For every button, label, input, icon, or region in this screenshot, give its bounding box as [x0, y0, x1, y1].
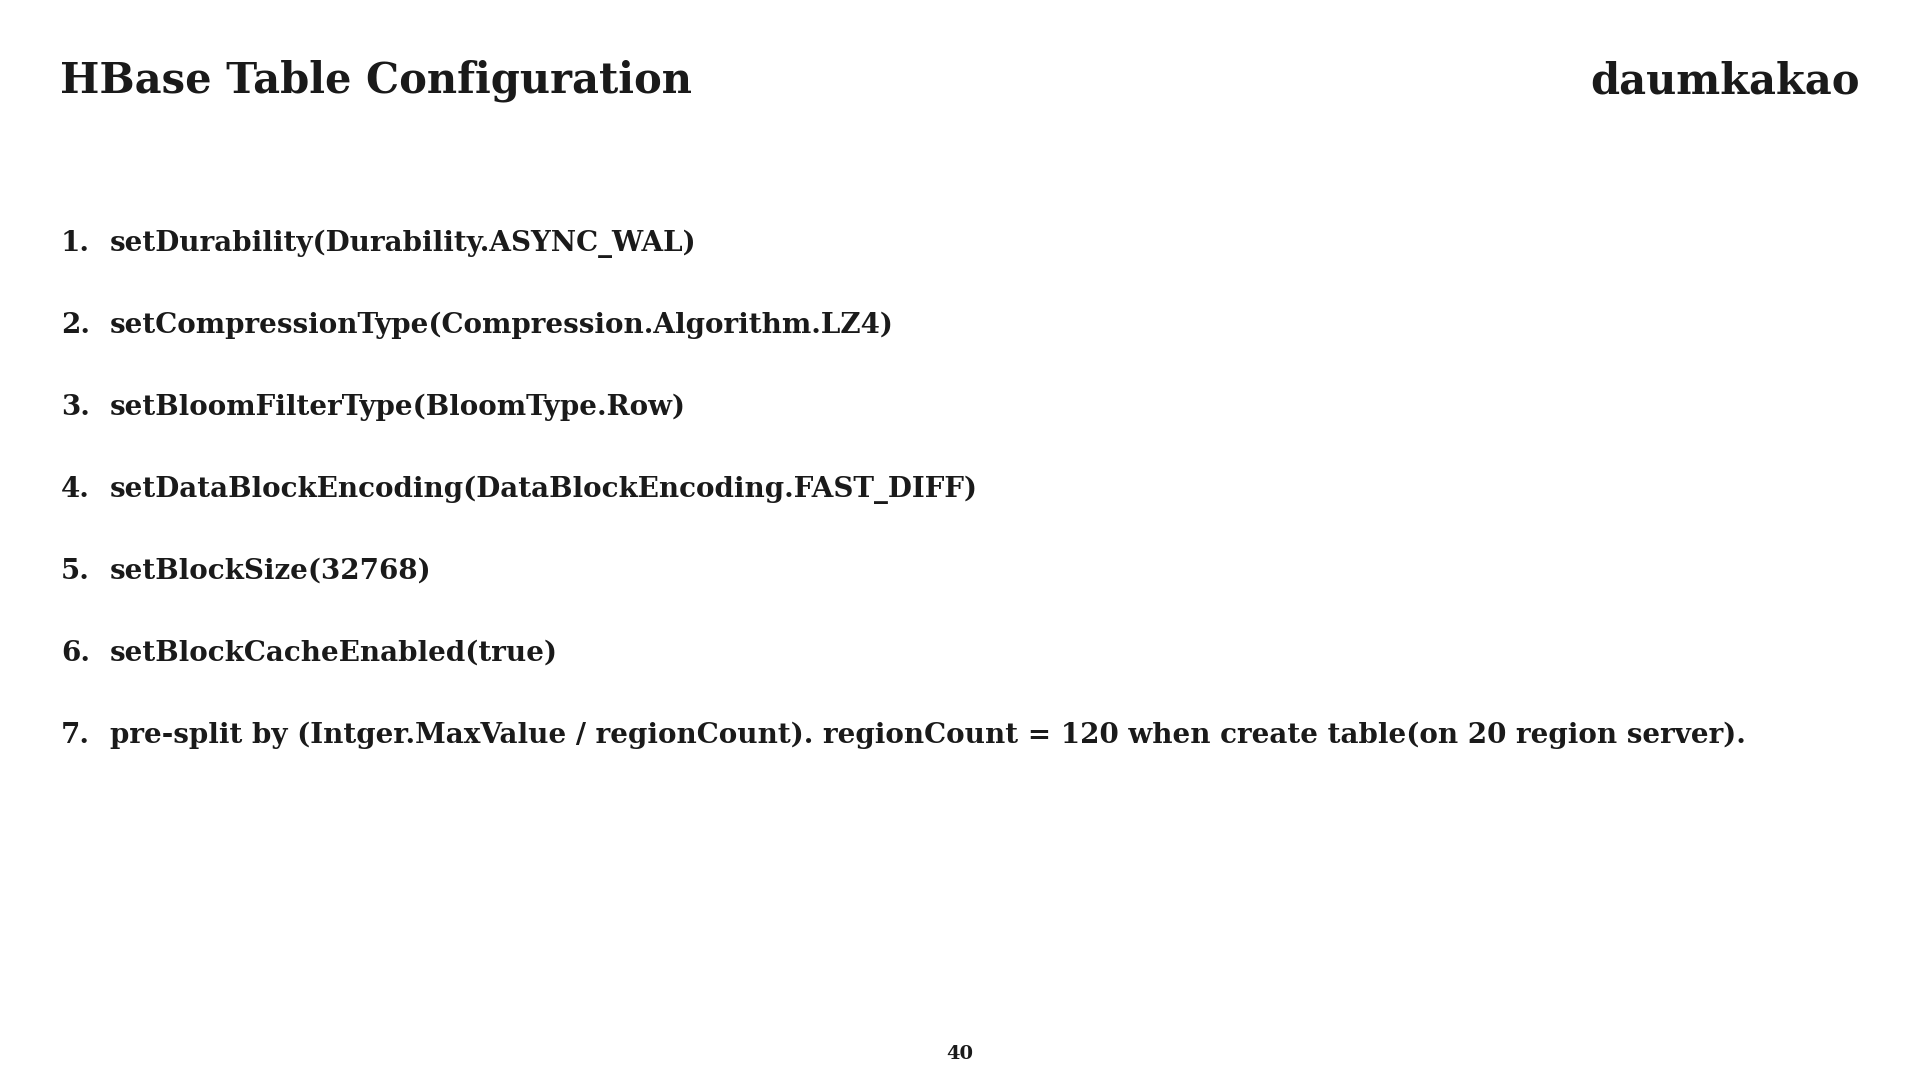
Text: daumkakao: daumkakao — [1590, 60, 1860, 102]
Text: pre-split by (Intger.MaxValue / regionCount). regionCount = 120 when create tabl: pre-split by (Intger.MaxValue / regionCo… — [109, 723, 1745, 750]
Text: 7.: 7. — [61, 723, 90, 750]
Text: setBloomFilterType(BloomType.Row): setBloomFilterType(BloomType.Row) — [109, 394, 685, 421]
Text: 2.: 2. — [61, 312, 90, 339]
Text: setDataBlockEncoding(DataBlockEncoding.FAST_DIFF): setDataBlockEncoding(DataBlockEncoding.F… — [109, 476, 977, 504]
Text: HBase Table Configuration: HBase Table Configuration — [60, 60, 691, 103]
Text: 3.: 3. — [61, 394, 90, 421]
Text: 5.: 5. — [61, 558, 90, 585]
Text: setBlockSize(32768): setBlockSize(32768) — [109, 558, 432, 585]
Text: setBlockCacheEnabled(true): setBlockCacheEnabled(true) — [109, 640, 559, 667]
Text: 1.: 1. — [61, 230, 90, 257]
Text: 4.: 4. — [61, 476, 90, 503]
Text: setCompressionType(Compression.Algorithm.LZ4): setCompressionType(Compression.Algorithm… — [109, 312, 895, 339]
Text: setDurability(Durability.ASYNC_WAL): setDurability(Durability.ASYNC_WAL) — [109, 230, 697, 258]
Text: 6.: 6. — [61, 640, 90, 667]
Text: 40: 40 — [947, 1045, 973, 1063]
